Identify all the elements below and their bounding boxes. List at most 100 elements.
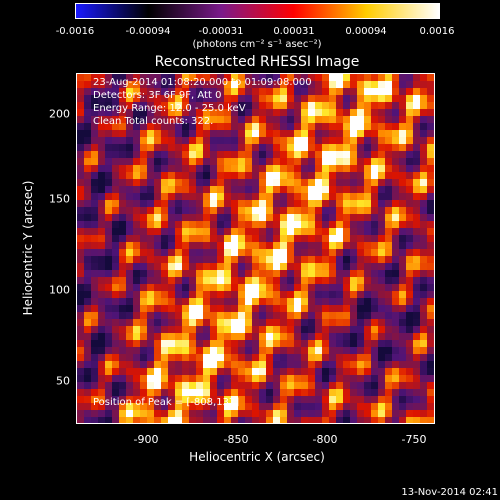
image-pixel <box>287 165 294 172</box>
image-pixel <box>119 81 126 88</box>
image-pixel <box>182 74 189 81</box>
image-pixel <box>315 410 322 417</box>
image-pixel <box>378 137 385 144</box>
image-pixel <box>287 389 294 396</box>
image-pixel <box>399 242 406 249</box>
image-pixel <box>210 375 217 382</box>
image-pixel <box>196 74 203 81</box>
image-pixel <box>259 284 266 291</box>
image-pixel <box>119 256 126 263</box>
image-pixel <box>406 270 413 277</box>
image-pixel <box>420 102 427 109</box>
image-pixel <box>273 354 280 361</box>
image-pixel <box>315 347 322 354</box>
image-pixel <box>280 193 287 200</box>
image-pixel <box>280 116 287 123</box>
image-pixel <box>406 88 413 95</box>
image-pixel <box>252 88 259 95</box>
image-pixel <box>224 81 231 88</box>
image-pixel <box>399 284 406 291</box>
image-pixel <box>252 151 259 158</box>
image-pixel <box>161 158 168 165</box>
image-pixel <box>406 319 413 326</box>
image-pixel <box>420 179 427 186</box>
image-pixel <box>147 221 154 228</box>
image-pixel <box>238 284 245 291</box>
image-pixel <box>308 221 315 228</box>
image-pixel <box>385 403 392 410</box>
image-pixel <box>329 277 336 284</box>
image-pixel <box>350 340 357 347</box>
image-pixel <box>378 74 385 81</box>
image-pixel <box>77 214 84 221</box>
image-pixel <box>371 368 378 375</box>
image-pixel <box>322 172 329 179</box>
image-pixel <box>84 333 91 340</box>
image-pixel <box>147 235 154 242</box>
image-pixel <box>147 179 154 186</box>
image-pixel <box>378 403 385 410</box>
image-pixel <box>161 305 168 312</box>
image-pixel <box>175 326 182 333</box>
image-pixel <box>308 249 315 256</box>
image-pixel <box>126 270 133 277</box>
image-pixel <box>252 123 259 130</box>
image-pixel <box>238 186 245 193</box>
image-pixel <box>189 396 196 403</box>
image-pixel <box>427 102 434 109</box>
image-pixel <box>259 298 266 305</box>
image-pixel <box>245 312 252 319</box>
image-pixel <box>105 242 112 249</box>
image-pixel <box>273 361 280 368</box>
image-pixel <box>406 179 413 186</box>
timestamp: 13-Nov-2014 02:41 <box>401 487 498 498</box>
image-pixel <box>301 109 308 116</box>
image-pixel <box>133 270 140 277</box>
image-pixel <box>301 74 308 81</box>
image-pixel <box>189 221 196 228</box>
image-pixel <box>301 130 308 137</box>
image-pixel <box>154 116 161 123</box>
image-pixel <box>189 326 196 333</box>
image-pixel <box>427 235 434 242</box>
image-pixel <box>245 116 252 123</box>
image-pixel <box>161 340 168 347</box>
image-pixel <box>217 235 224 242</box>
image-pixel <box>357 88 364 95</box>
image-pixel <box>357 228 364 235</box>
image-pixel <box>105 326 112 333</box>
image-pixel <box>91 340 98 347</box>
image-pixel <box>287 137 294 144</box>
image-pixel <box>147 88 154 95</box>
image-pixel <box>301 291 308 298</box>
image-pixel <box>413 179 420 186</box>
image-pixel <box>175 200 182 207</box>
image-pixel <box>315 396 322 403</box>
image-pixel <box>147 389 154 396</box>
image-pixel <box>350 368 357 375</box>
image-pixel <box>280 249 287 256</box>
image-pixel <box>406 158 413 165</box>
image-pixel <box>105 130 112 137</box>
image-pixel <box>420 137 427 144</box>
image-pixel <box>420 291 427 298</box>
image-pixel <box>413 291 420 298</box>
image-pixel <box>196 361 203 368</box>
image-pixel <box>126 403 133 410</box>
image-pixel <box>245 109 252 116</box>
image-pixel <box>91 158 98 165</box>
image-pixel <box>378 396 385 403</box>
image-pixel <box>406 347 413 354</box>
image-pixel <box>392 417 399 423</box>
image-pixel <box>112 333 119 340</box>
image-pixel <box>77 284 84 291</box>
image-pixel <box>133 277 140 284</box>
image-pixel <box>364 368 371 375</box>
image-pixel <box>126 249 133 256</box>
image-pixel <box>112 417 119 423</box>
image-pixel <box>196 228 203 235</box>
image-pixel <box>126 298 133 305</box>
image-pixel <box>427 354 434 361</box>
image-pixel <box>252 368 259 375</box>
image-pixel <box>385 284 392 291</box>
